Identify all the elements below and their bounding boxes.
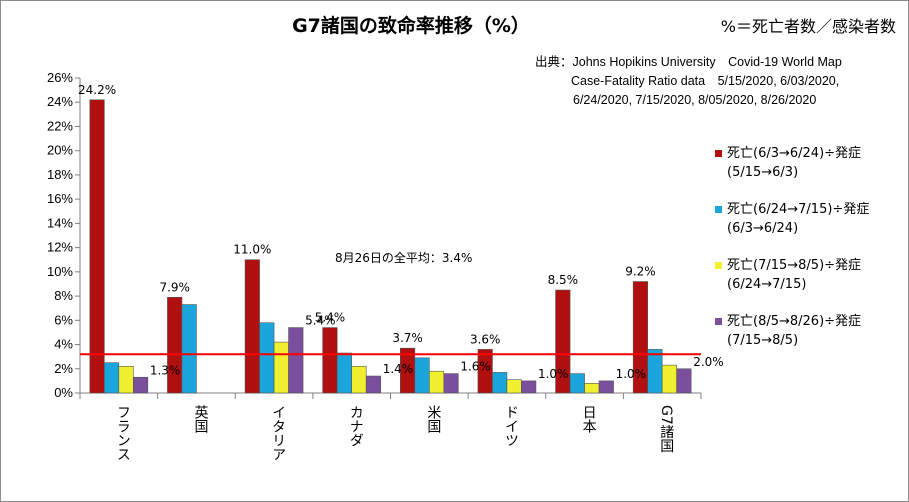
legend-label: 死亡(6/24→7/15)÷発症 (6/3→6/24) [727,202,870,236]
bar [598,380,614,394]
data-label: 1.3% [150,363,181,377]
y-tick-label: 2% [54,361,73,376]
legend-item: 死亡(6/3→6/24)÷発症 (5/15→6/3) [715,144,905,200]
bar [584,383,600,394]
x-category-label: G7諸国 [658,405,674,453]
bar [477,349,493,394]
bar [167,296,183,394]
bar [288,327,304,394]
y-tick-label: 18% [47,167,73,182]
x-category-label: イタリア [270,405,286,461]
data-label: 9.2% [625,265,656,279]
data-label: 1.0% [538,367,569,381]
x-category-label: 米国 [425,405,441,433]
legend-label: 死亡(7/15→8/5)÷発症 (6/24→7/15) [727,258,862,292]
bar [133,376,149,394]
bar [181,304,197,394]
source-line-2: Case-Fatality Ratio data 5/15/2020, 6/03… [571,74,840,88]
y-tick-label: 16% [47,191,73,206]
data-label: 3.6% [470,332,501,346]
bar [118,366,134,394]
legend-swatch [715,262,722,269]
bar [647,349,663,394]
bar [351,366,367,394]
legend-item: 死亡(7/15→8/5)÷発症 (6/24→7/15) [715,256,905,312]
bar [322,327,338,394]
data-label: 2.0% [693,355,724,369]
data-label: 24.2% [78,83,116,97]
data-label: 1.6% [460,360,491,374]
bar [259,322,275,394]
data-label: 1.0% [616,367,647,381]
bar [104,362,120,394]
bar [365,375,381,394]
source-note: 出典：Johns Hopikins University Covid-19 Wo… [535,53,842,110]
bar [506,379,522,394]
y-tick-label: 14% [47,215,73,230]
y-tick-label: 8% [54,288,73,303]
bar [273,341,289,394]
legend-item: 死亡(6/24→7/15)÷発症 (6/3→6/24) [715,200,905,256]
legend-item: 死亡(8/5→8/26)÷発症 (7/15→8/5) [715,312,905,368]
legend-swatch [715,206,722,213]
y-tick-label: 12% [47,240,73,255]
bar [661,364,677,394]
bar [569,373,585,394]
data-label: 8.5% [548,273,579,287]
y-tick-label: 4% [54,337,73,352]
x-category-label: 英国 [192,404,208,433]
y-tick-label: 20% [47,143,73,158]
source-line-3: 6/24/2020, 7/15/2020, 8/05/2020, 8/26/20… [573,93,817,107]
bar [555,289,571,394]
y-tick-label: 10% [47,264,73,279]
x-category-label: フランス [115,405,131,461]
bar [632,281,648,394]
bar [676,368,692,394]
x-category-label: 日本 [581,405,597,433]
source-line-1: 出典：Johns Hopikins University Covid-19 Wo… [535,55,842,69]
bar [521,380,537,394]
legend-swatch [715,150,722,157]
legend-label: 死亡(8/5→8/26)÷発症 (7/15→8/5) [727,314,862,348]
bar [429,370,445,394]
chart-title: G7諸国の致命率推移（%） [292,15,530,37]
bar [492,372,508,394]
data-label: 7.9% [159,280,190,294]
data-label: 11.0% [233,243,271,257]
average-annotation: 8月26日の全平均：3.4% [335,251,473,265]
bar [414,357,430,394]
y-tick-label: 0% [54,385,73,400]
y-tick-label: 26% [47,70,73,85]
y-tick-label: 24% [47,94,73,109]
y-tick-label: 6% [54,312,73,327]
legend-swatch [715,318,722,325]
data-label: 5.4% [315,311,346,325]
data-label: 5.4% [305,314,336,328]
y-tick-label: 22% [47,118,73,133]
legend: 死亡(6/3→6/24)÷発症 (5/15→6/3) 死亡(6/24→7/15)÷… [715,144,905,368]
formula-note: %＝死亡者数／感染者数 [720,17,896,36]
data-label: 1.4% [383,362,414,376]
legend-label: 死亡(6/3→6/24)÷発症 (5/15→6/3) [727,146,862,180]
bar [443,373,459,394]
bar [336,352,352,394]
x-category-label: ドイツ [503,405,519,447]
bar [244,259,260,394]
x-category-label: カナダ [348,405,364,447]
data-label: 3.7% [392,331,423,345]
bar [89,99,105,394]
